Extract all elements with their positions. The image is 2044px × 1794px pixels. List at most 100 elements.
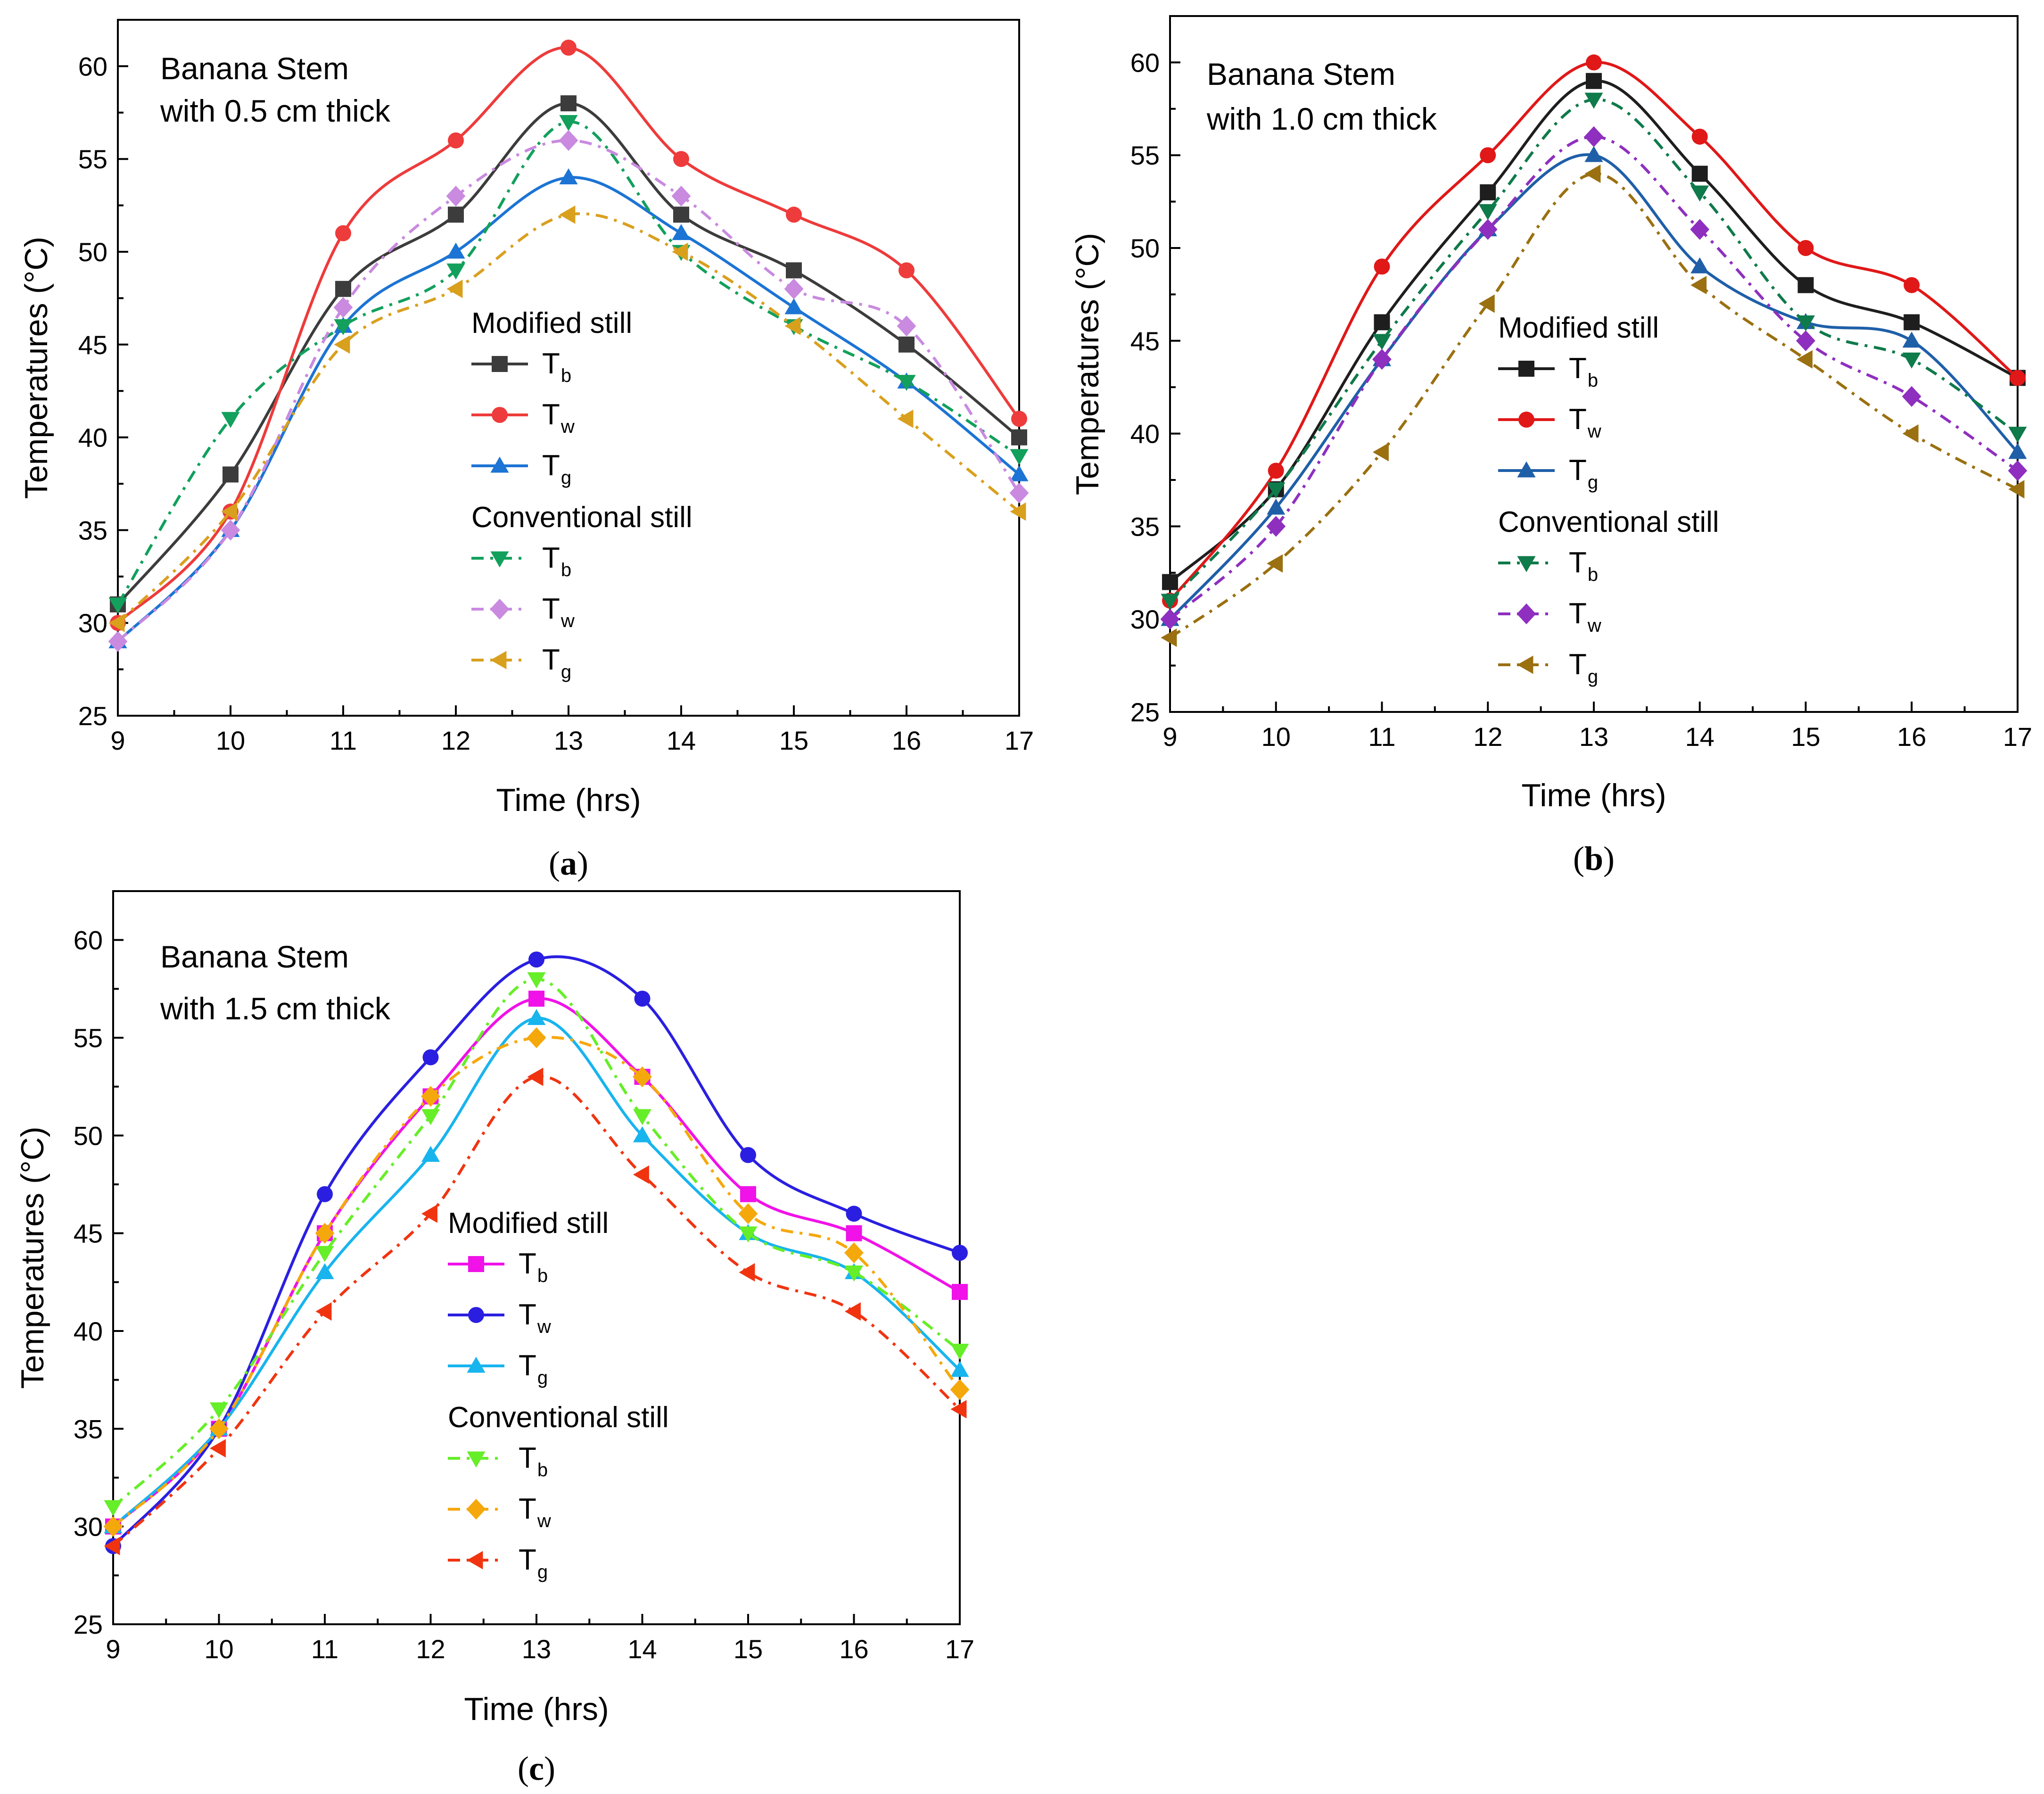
- data-point: [846, 1225, 862, 1241]
- data-point: [950, 1344, 969, 1360]
- data-point: [1584, 165, 1601, 183]
- data-point: [1009, 482, 1029, 504]
- data-point: [784, 278, 804, 299]
- legend-label-subscript: g: [537, 1367, 548, 1388]
- data-point: [1691, 165, 1708, 182]
- data-point: [1372, 443, 1389, 462]
- y-tick-label: 30: [1130, 604, 1160, 634]
- data-point: [315, 1263, 334, 1280]
- data-point: [1372, 349, 1392, 370]
- series-conventional-tb: [108, 115, 1029, 614]
- data-point: [315, 1246, 334, 1262]
- y-tick-label: 50: [74, 1121, 103, 1150]
- data-point: [446, 263, 465, 280]
- data-point: [952, 1284, 968, 1300]
- data-point: [209, 1439, 226, 1458]
- y-tick-label: 40: [1130, 419, 1160, 449]
- x-tick-label: 13: [554, 726, 583, 755]
- y-tick-label: 60: [1130, 48, 1160, 77]
- legend-marker: [467, 1451, 486, 1468]
- x-axis-title: Time (hrs): [496, 782, 641, 818]
- legend-marker: [467, 1356, 486, 1373]
- data-point: [527, 972, 546, 989]
- legend-label-subscript: w: [537, 1316, 551, 1337]
- chart-annotation: Banana Stem: [1207, 57, 1395, 91]
- data-point: [559, 205, 576, 224]
- data-point: [673, 151, 689, 167]
- legend-marker: [1517, 603, 1536, 625]
- x-tick-label: 10: [1261, 722, 1291, 752]
- y-tick-label: 40: [78, 423, 107, 453]
- legend-label: Tg: [519, 1544, 548, 1582]
- data-point: [1690, 257, 1709, 273]
- x-tick-label: 15: [1791, 722, 1820, 752]
- series-line: [116, 139, 1021, 643]
- series-line: [112, 1017, 961, 1528]
- series-conventional-tb: [1161, 92, 2027, 610]
- legend-label-subscript: g: [1588, 666, 1598, 687]
- x-tick-label: 9: [110, 726, 125, 755]
- y-tick-label: 60: [74, 926, 103, 955]
- legend-group-title: Modified still: [448, 1207, 609, 1240]
- data-point: [209, 1402, 229, 1419]
- y-tick-label: 45: [1130, 326, 1160, 356]
- data-point: [952, 1245, 968, 1261]
- x-tick-label: 13: [1579, 722, 1608, 752]
- legend-label: Tw: [519, 1298, 551, 1337]
- y-tick-label: 35: [78, 515, 107, 545]
- data-point: [448, 207, 464, 223]
- x-tick-label: 15: [734, 1634, 763, 1664]
- data-point: [673, 207, 689, 223]
- legend-label: Tb: [519, 1248, 548, 1286]
- data-point: [786, 262, 802, 279]
- data-point: [446, 185, 466, 207]
- data-point: [1902, 352, 1921, 369]
- legend-marker: [492, 356, 508, 372]
- legend-marker: [492, 407, 508, 423]
- legend-label: Tb: [1569, 546, 1598, 585]
- legend-label: Tw: [1569, 597, 1601, 636]
- data-point: [633, 1066, 652, 1088]
- panel-label: (c): [518, 1750, 555, 1787]
- data-point: [559, 130, 578, 151]
- legend-marker: [466, 1498, 486, 1520]
- y-tick-label: 55: [1130, 141, 1160, 170]
- data-point: [1690, 219, 1710, 240]
- data-point: [739, 1263, 755, 1282]
- series-line: [112, 977, 961, 1508]
- data-point: [846, 1206, 862, 1222]
- data-point: [1010, 449, 1029, 465]
- data-point: [634, 991, 651, 1007]
- data-point: [1584, 92, 1603, 109]
- legend-label-subscript: b: [537, 1265, 548, 1286]
- legend-marker: [490, 651, 507, 670]
- legend-label: Tw: [1569, 403, 1601, 442]
- data-point: [559, 168, 578, 185]
- data-point: [1690, 185, 1709, 202]
- data-point: [1480, 147, 1496, 164]
- legend-label-subscript: g: [1588, 472, 1598, 493]
- data-point: [221, 520, 240, 541]
- chart-annotation: Banana Stem: [160, 51, 349, 86]
- data-point: [221, 412, 240, 428]
- y-tick-label: 50: [1130, 233, 1160, 263]
- legend-marker: [1517, 655, 1533, 674]
- data-point: [1266, 516, 1286, 537]
- legend-label-subscript: g: [561, 661, 571, 682]
- data-point: [1372, 334, 1392, 350]
- y-tick-label: 30: [78, 608, 107, 638]
- data-point: [1586, 54, 1602, 71]
- series-line: [1169, 172, 2019, 639]
- data-point: [104, 1500, 123, 1516]
- series-conventional-tg: [108, 205, 1026, 632]
- legend-label: Tg: [542, 644, 571, 682]
- series-line: [116, 102, 1020, 605]
- legend-label: Tg: [1569, 648, 1598, 687]
- legend-marker: [1517, 556, 1536, 572]
- series-line: [116, 212, 1020, 624]
- legend-label-subscript: b: [1588, 564, 1598, 585]
- data-point: [898, 262, 915, 279]
- legend: Modified still Tb Tw Tg Conventional still Tb…: [471, 307, 692, 682]
- chart-annotation: Banana Stem: [160, 939, 349, 974]
